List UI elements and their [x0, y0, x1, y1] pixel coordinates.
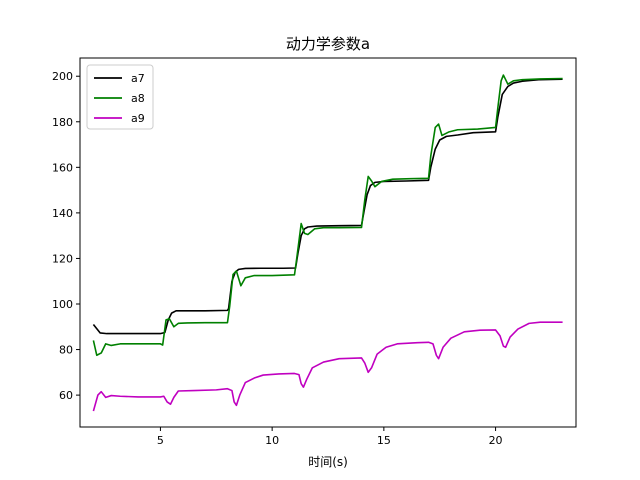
- x-tick-label: 5: [157, 434, 164, 447]
- series-line-a9: [92, 321, 563, 412]
- x-tick-label: 20: [489, 434, 503, 447]
- y-tick-label: 160: [52, 161, 73, 174]
- plot-area-frame: [79, 57, 577, 428]
- legend-label-a9: a9: [131, 112, 145, 125]
- y-axis: 60 80 100 120 140 160 180 200: [52, 70, 80, 402]
- y-tick-label: 80: [59, 344, 73, 357]
- y-tick-label: 120: [52, 252, 73, 265]
- x-axis: 5 10 15 20: [157, 427, 503, 447]
- y-tick-label: 140: [52, 207, 73, 220]
- legend: a7 a8 a9: [86, 64, 154, 130]
- y-tick-label: 200: [52, 70, 73, 83]
- x-tick-label: 10: [265, 434, 279, 447]
- x-axis-label: 时间(s): [308, 455, 348, 469]
- series-lines: [92, 74, 563, 412]
- chart-title: 动力学参数a: [286, 35, 370, 53]
- series-line-a7: [92, 78, 563, 335]
- legend-label-a8: a8: [131, 92, 145, 105]
- legend-box: [86, 64, 154, 130]
- series-line-a8: [92, 74, 563, 357]
- y-tick-label: 60: [59, 389, 73, 402]
- y-tick-label: 100: [52, 298, 73, 311]
- y-tick-label: 180: [52, 116, 73, 129]
- x-tick-label: 15: [377, 434, 391, 447]
- legend-label-a7: a7: [131, 72, 145, 85]
